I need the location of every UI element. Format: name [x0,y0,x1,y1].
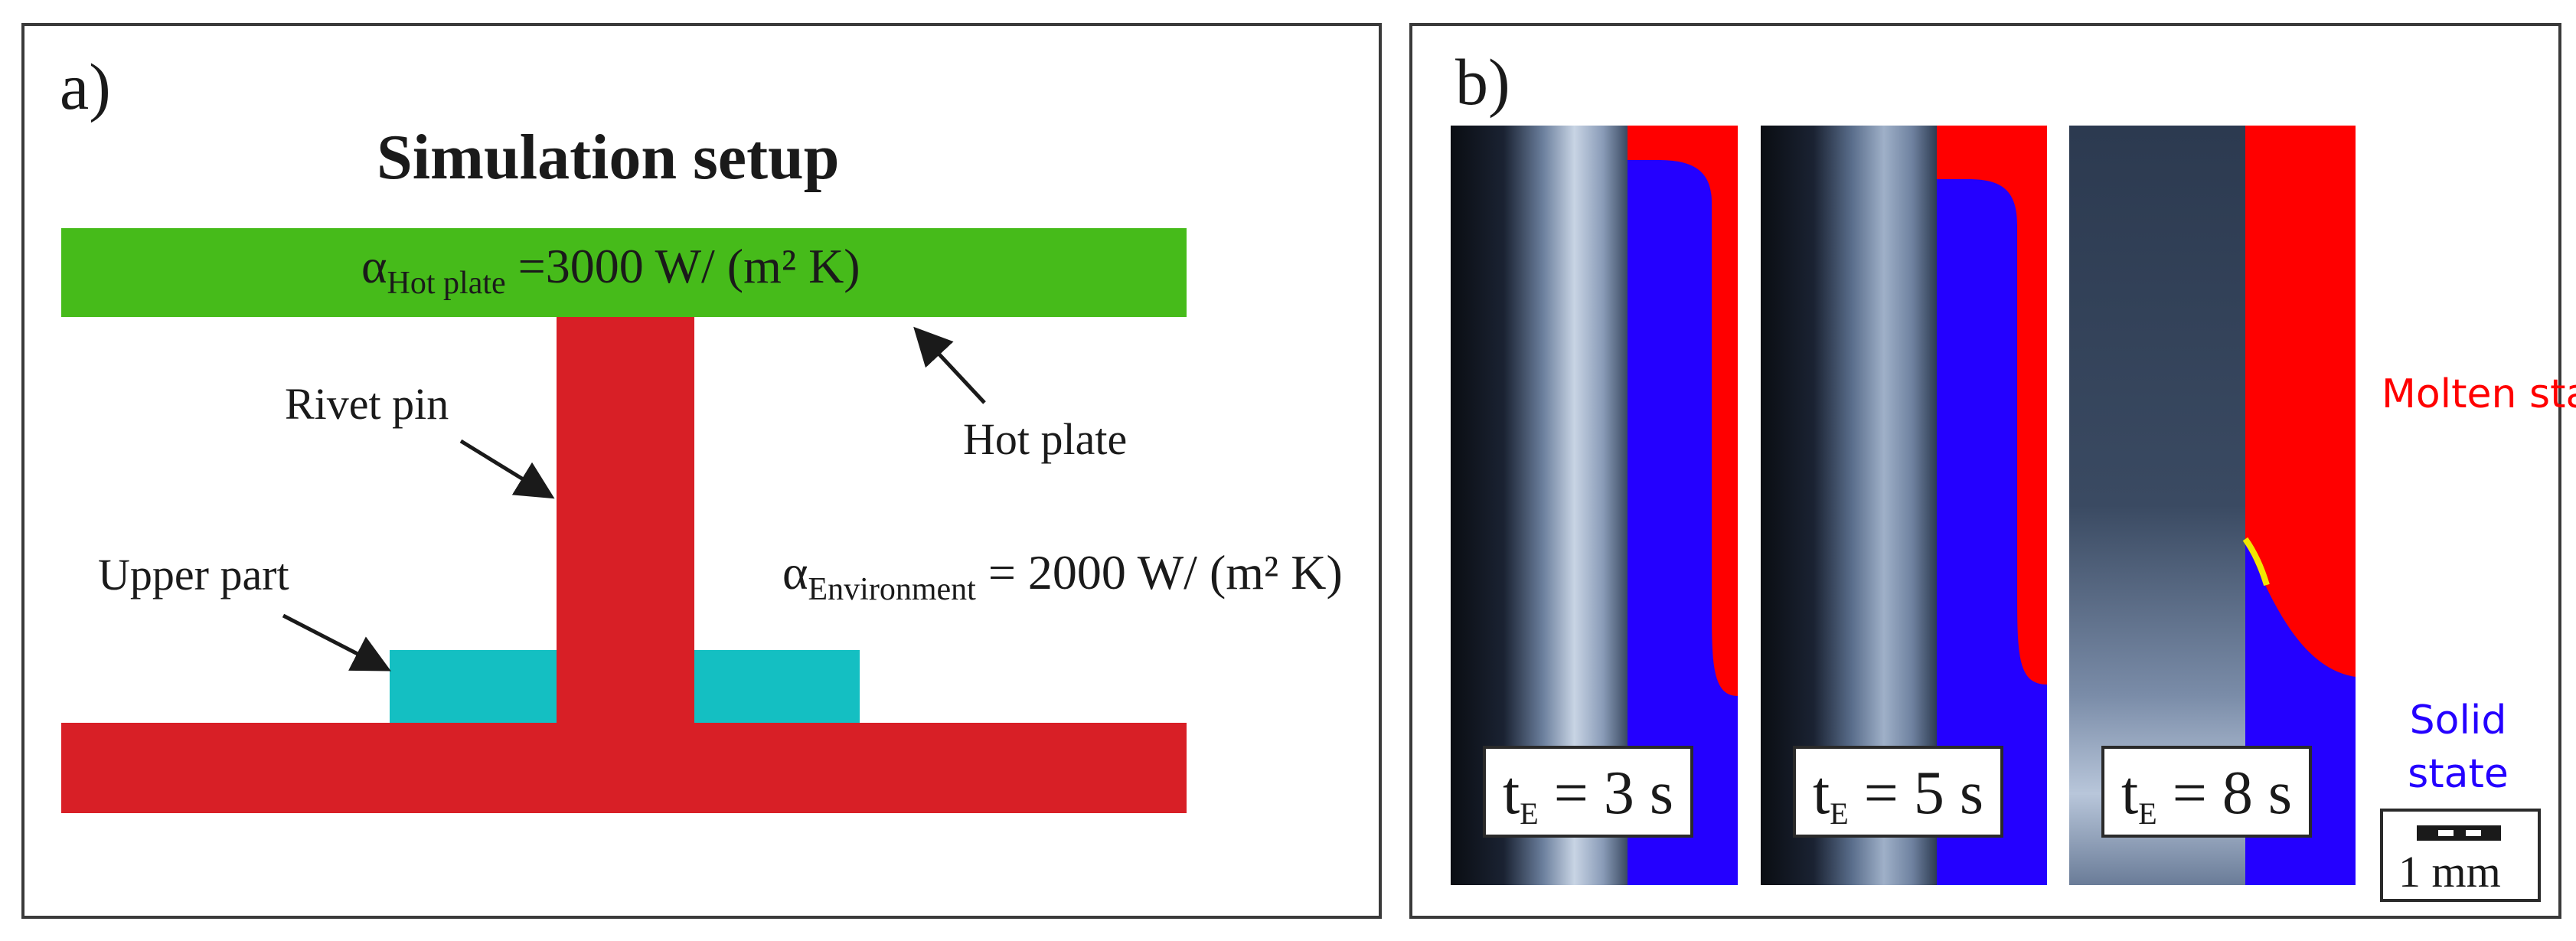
legend-molten: Molten state [2382,371,2576,417]
time-label-8s: tE = 8 s [2101,746,2312,838]
upper-part-label: Upper part [98,550,289,600]
scale-bar-box: 1 mm [2380,809,2541,902]
legend-solid: Solid state [2408,698,2509,798]
upper-part-right [694,650,860,723]
hot-plate-bar [61,228,1187,317]
annotation-arrows [282,326,986,671]
time-label-3s: tE = 3 s [1483,746,1693,838]
rivet-pin-shaft [557,317,694,723]
molten-region-5s [1937,126,2047,685]
lower-part-bar [61,723,1187,813]
molten-region-8s [2242,126,2356,677]
result-column-5s: tE = 5 s [1761,126,2047,885]
molten-region-3s [1628,126,1738,696]
diagram-title: Simulation setup [377,122,840,193]
result-column-8s: tE = 8 s [2069,126,2356,885]
rivet-pin-label: Rivet pin [285,379,449,429]
result-column-3s: tE = 3 s [1451,126,1738,885]
hot-plate-label: Hot plate [963,414,1128,464]
rivet-pin-arrow [459,439,555,499]
hot-plate-arrow [913,326,986,404]
upper-part-arrow [282,613,391,671]
scale-bar-label: 1 mm [2398,847,2501,897]
panel-b: b) tE = 3 s tE = 5 s tE = 8 s [1409,23,2576,919]
environment-coefficient: αEnvironment = 2000 W/ (m² K) [782,545,1343,607]
panel-a: a) Simulation setup αHot plate =3000 W/ … [21,23,1382,919]
hot-plate-coefficient: αHot plate =3000 W/ (m² K) [361,239,860,301]
time-label-5s: tE = 5 s [1793,746,2003,838]
scale-bar [2417,825,2501,841]
panel-b-label: b) [1455,45,1510,119]
panel-a-label: a) [60,50,111,123]
upper-part-left [390,650,557,723]
